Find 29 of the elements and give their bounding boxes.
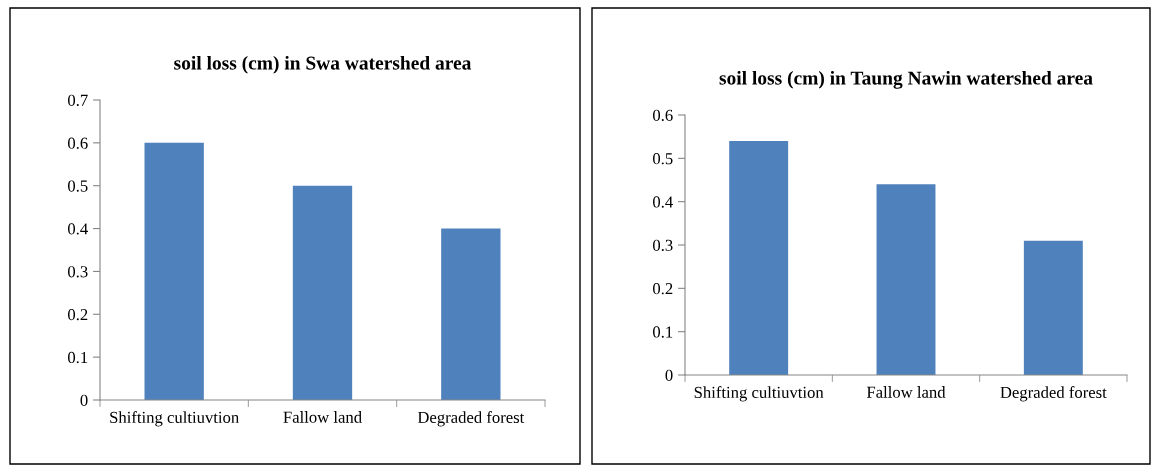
y-tick-label: 0.4 xyxy=(68,223,88,235)
x-tick-label: Shifting cultiuvtion xyxy=(110,411,239,427)
x-tick-label: Shifting cultiuvtion xyxy=(694,386,824,402)
y-tick-label: 0.3 xyxy=(653,239,673,252)
y-tick-label: 0.2 xyxy=(68,308,88,321)
bar xyxy=(876,184,936,375)
x-tick-label: Degraded forest xyxy=(417,411,525,427)
y-tick-label: 0.6 xyxy=(653,109,673,122)
y-tick-label: 0.7 xyxy=(68,94,88,107)
x-tick-label: Fallow land xyxy=(866,386,946,398)
chart-title: soil loss (cm) in Taung Nawin watershed area xyxy=(719,70,1093,89)
x-tick-label: Fallow land xyxy=(283,411,362,423)
y-tick-label: 0.5 xyxy=(653,153,673,165)
y-tick-label: 0 xyxy=(80,394,88,406)
y-tick-label: 0.6 xyxy=(68,137,88,149)
bar xyxy=(441,228,501,400)
bar xyxy=(729,141,789,375)
y-tick-label: 0.1 xyxy=(68,351,88,364)
y-tick-label: 0.1 xyxy=(653,326,673,338)
y-tick-label: 0.4 xyxy=(653,196,673,208)
y-tick-label: 0.5 xyxy=(68,180,88,192)
bar xyxy=(144,142,204,400)
y-tick-label: 0.2 xyxy=(653,283,673,295)
bar xyxy=(292,185,353,400)
bar xyxy=(1023,240,1083,375)
chart-title: soil loss (cm) in Swa watershed area xyxy=(174,55,472,74)
y-tick-label: 0.3 xyxy=(68,266,88,278)
x-tick-label: Degraded forest xyxy=(1000,386,1107,402)
y-tick-label: 0 xyxy=(665,369,673,381)
